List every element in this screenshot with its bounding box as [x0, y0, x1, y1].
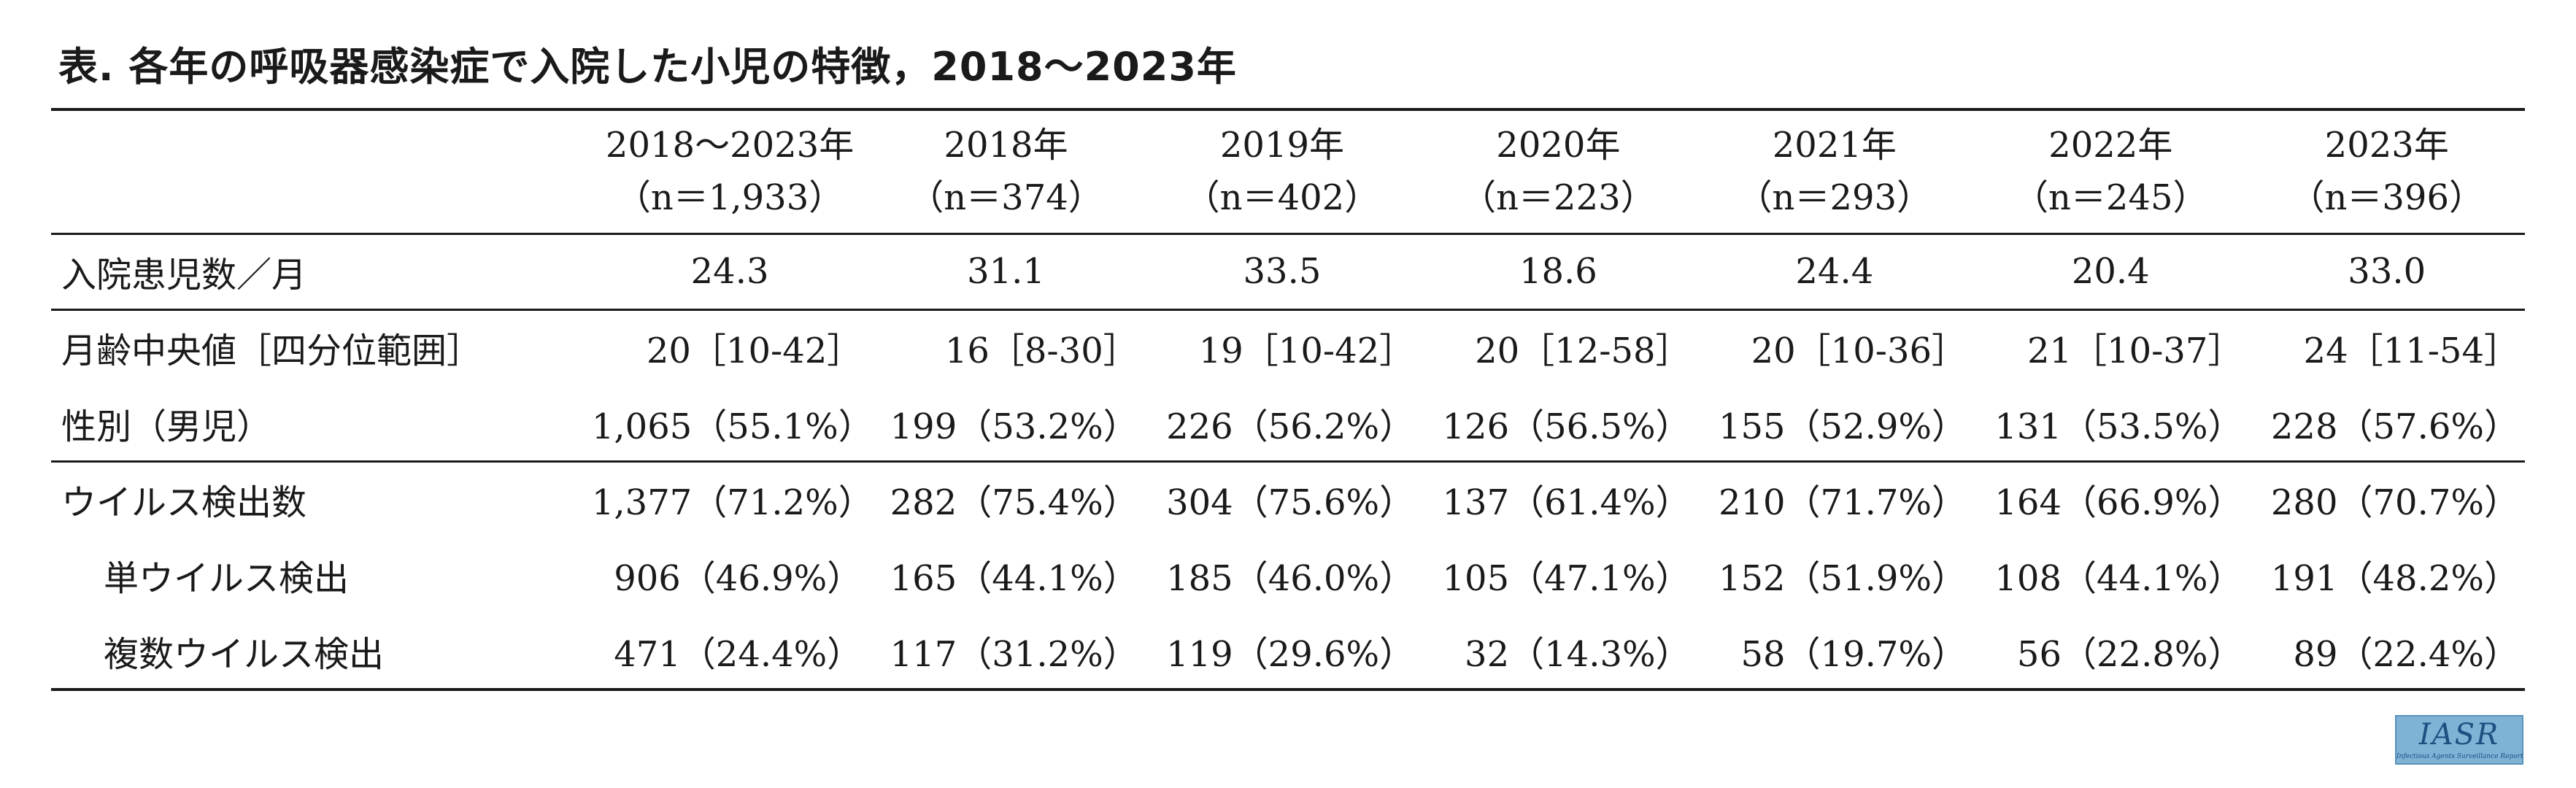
header-year: 2019年	[1219, 125, 1345, 166]
cell-value: 119（29.6%）	[1166, 634, 1415, 675]
top-rule	[51, 108, 2525, 111]
bottom-rule	[51, 688, 2525, 691]
cell-value: 20［12-58］	[1475, 331, 1691, 371]
row-label: ウイルス検出数	[61, 482, 307, 523]
cell-value: 33.0	[2348, 251, 2426, 292]
cell-value: 31.1	[967, 251, 1045, 292]
header-n: （n＝396）	[2289, 177, 2485, 218]
iasr-logo: IASR Infectious Agents Surveillance Repo…	[2395, 715, 2523, 765]
cell-value: 471（24.4%）	[614, 634, 863, 675]
cell-value: 18.6	[1519, 251, 1597, 292]
header-year: 2021年	[1772, 125, 1897, 166]
cell-value: 282（75.4%）	[890, 482, 1138, 523]
header-n: （n＝293）	[1737, 177, 1932, 218]
row-label: 性別（男児）	[61, 406, 272, 447]
header-cell: 2023年 （n＝396）	[2248, 109, 2525, 233]
header-cell: 2018～2023年 （n＝1,933）	[592, 109, 868, 233]
virus-section-rule	[51, 460, 2525, 463]
cell-value: 155（52.9%）	[1718, 406, 1967, 447]
cell-value: 20［10-42］	[646, 331, 863, 371]
cell-value: 280（70.7%）	[2270, 482, 2519, 523]
header-year: 2020年	[1496, 125, 1621, 166]
header-cell: 2021年 （n＝293）	[1697, 109, 1973, 233]
cell-value: 152（51.9%）	[1718, 558, 1967, 599]
cell-value: 1,065（55.1%）	[591, 406, 874, 447]
cell-value: 137（61.4%）	[1442, 482, 1691, 523]
table-row: 月齢中央値［四分位範囲］ 20［10-42］ 16［8-30］ 19［10-42…	[51, 309, 2525, 385]
header-n: （n＝223）	[1461, 177, 1656, 218]
cell-value: 210（71.7%）	[1718, 482, 1967, 523]
cell-value: 304（75.6%）	[1166, 482, 1415, 523]
row-label: 単ウイルス検出	[104, 558, 350, 599]
header-cell: 2020年 （n＝223）	[1420, 109, 1696, 233]
cell-value: 19［10-42］	[1198, 331, 1415, 371]
cell-value: 105（47.1%）	[1442, 558, 1691, 599]
cell-value: 24.3	[690, 251, 769, 292]
cell-value: 906（46.9%）	[614, 558, 863, 599]
header-cell: 2022年 （n＝245）	[1973, 109, 2248, 233]
cell-value: 24.4	[1795, 251, 1874, 292]
table-row: 性別（男児） 1,065（55.1%） 199（53.2%） 226（56.2%…	[51, 385, 2525, 461]
header-year: 2018～2023年	[605, 125, 855, 166]
table-row: 単ウイルス検出 906（46.9%） 165（44.1%） 185（46.0%）…	[51, 537, 2525, 613]
data-table: 2018～2023年 （n＝1,933） 2018年 （n＝374） 2019年 （n…	[51, 109, 2525, 689]
header-n: （n＝374）	[909, 177, 1103, 218]
cell-value: 20［10-36］	[1751, 331, 1967, 371]
cell-value: 191（48.2%）	[2270, 558, 2519, 599]
header-empty-cell	[51, 109, 592, 233]
iasr-logo-subtext: Infectious Agents Surveillance Report	[2396, 753, 2523, 760]
header-rule	[51, 233, 2525, 235]
cell-value: 165（44.1%）	[890, 558, 1138, 599]
cell-value: 131（53.5%）	[1994, 406, 2243, 447]
header-cell: 2018年 （n＝374）	[868, 109, 1144, 233]
cell-value: 33.5	[1243, 251, 1322, 292]
cell-value: 20.4	[2071, 251, 2150, 292]
iasr-logo-text: IASR	[2418, 718, 2500, 752]
cell-value: 185（46.0%）	[1166, 558, 1415, 599]
header-n: （n＝402）	[1184, 177, 1380, 218]
cell-value: 126（56.5%）	[1442, 406, 1691, 447]
cell-value: 228（57.6%）	[2270, 406, 2519, 447]
cell-value: 1,377（71.2%）	[591, 482, 874, 523]
cell-value: 21［10-37］	[2027, 331, 2243, 371]
table-row: 複数ウイルス検出 471（24.4%） 117（31.2%） 119（29.6%…	[51, 613, 2525, 689]
section-rule	[51, 309, 2525, 311]
row-label: 入院患児数／月	[61, 255, 307, 296]
header-row: 2018～2023年 （n＝1,933） 2018年 （n＝374） 2019年 （n…	[51, 109, 2525, 233]
cell-value: 164（66.9%）	[1994, 482, 2243, 523]
cell-value: 108（44.1%）	[1994, 558, 2243, 599]
cell-value: 89（22.4%）	[2293, 634, 2519, 675]
cell-value: 117（31.2%）	[890, 634, 1138, 675]
cell-value: 199（53.2%）	[890, 406, 1138, 447]
cell-value: 24［11-54］	[2303, 331, 2519, 371]
header-year: 2018年	[944, 125, 1068, 166]
table-title: 表. 各年の呼吸器感染症で入院した小児の特徴，2018～2023年	[58, 44, 1237, 90]
header-n: （n＝1,933）	[615, 177, 844, 218]
cell-value: 58（19.7%）	[1740, 634, 1967, 675]
header-year: 2022年	[2048, 125, 2173, 166]
cell-value: 16［8-30］	[944, 331, 1138, 371]
row-label: 複数ウイルス検出	[104, 634, 385, 675]
table-row: ウイルス検出数 1,377（71.2%） 282（75.4%） 304（75.6…	[51, 461, 2525, 537]
header-n: （n＝245）	[2013, 177, 2208, 218]
header-cell: 2019年 （n＝402）	[1144, 109, 1420, 233]
table-row: 入院患児数／月 24.3 31.1 33.5 18.6 24.4 20.4 33…	[51, 233, 2525, 309]
header-year: 2023年	[2324, 125, 2449, 166]
cell-value: 32（14.3%）	[1465, 634, 1691, 675]
row-label: 月齢中央値［四分位範囲］	[61, 331, 482, 371]
cell-value: 226（56.2%）	[1166, 406, 1415, 447]
cell-value: 56（22.8%）	[2016, 634, 2243, 675]
